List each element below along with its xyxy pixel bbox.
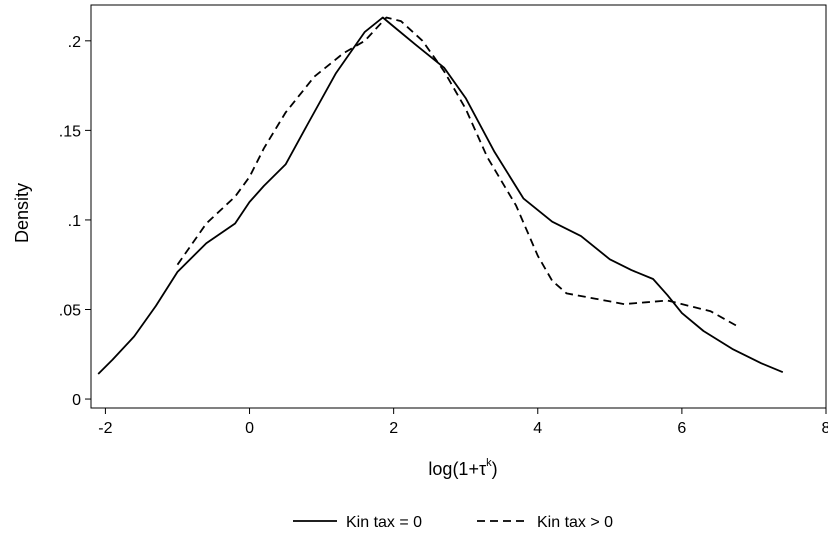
y-tick-label: .15: [59, 123, 81, 140]
x-tick-label: 0: [245, 420, 254, 437]
series-line-1: [176, 16, 740, 329]
y-axis-label: Density: [12, 183, 32, 243]
legend: Kin tax = 0 Kin tax > 0: [293, 514, 613, 531]
legend-label-dashed: Kin tax > 0: [537, 514, 613, 531]
x-tick-label: 4: [533, 420, 542, 437]
legend-label-solid: Kin tax = 0: [346, 514, 422, 531]
x-axis-label: log(1+τk): [428, 457, 497, 479]
x-axis-label-superscript: k: [486, 457, 492, 469]
axes: -2 0 2 4 6 8 0 .05 .1 .15 .2: [59, 34, 828, 437]
x-tick-label: 6: [677, 420, 686, 437]
plot-frame: [90, 4, 827, 409]
y-tick-label: .05: [59, 302, 81, 319]
x-tick-label: 2: [389, 420, 398, 437]
x-tick-label: 8: [822, 420, 828, 437]
y-tick-label: .2: [68, 34, 81, 51]
series-layer: [97, 16, 784, 375]
x-tick-label: -2: [98, 420, 112, 437]
x-axis-label-main: log(1+τ: [428, 459, 486, 479]
x-axis-label-close: ): [492, 459, 498, 479]
y-tick-label: .1: [68, 213, 81, 230]
y-tick-label: 0: [72, 392, 81, 409]
series-line-0: [97, 16, 784, 375]
